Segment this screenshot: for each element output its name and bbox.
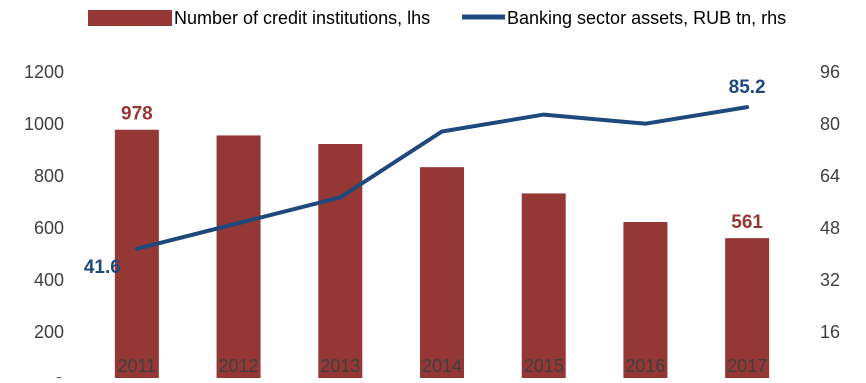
data-label-2011: 978	[121, 104, 153, 125]
x-axis-tick-label: 2013	[320, 356, 360, 376]
x-axis-tick-label: 2016	[625, 356, 665, 376]
x-axis-tick-label: 2011	[117, 356, 156, 376]
right-axis-tick-label: 80	[820, 114, 840, 134]
legend-line-label: Banking sector assets, RUB tn, rhs	[507, 8, 786, 28]
data-label-2017: 85.2	[729, 77, 766, 98]
left-axis: 0 200 400 600 800 1000 1200	[24, 62, 64, 378]
data-label-2017: 561	[731, 212, 763, 233]
x-axis-tick-label: 2014	[422, 356, 462, 376]
x-axis-tick-label: 2015	[524, 356, 564, 376]
legend: Number of credit institutions, lhs Bankin…	[88, 8, 786, 28]
bar-2012	[217, 135, 261, 378]
x-axis: 2011 2012 2013 2014 2015 2016 2017	[86, 356, 798, 378]
data-label-2011: 41.6	[84, 257, 121, 278]
right-axis-tick-label: 16	[820, 322, 840, 342]
left-axis-tick-label: 0	[54, 374, 64, 378]
right-axis-tick-label: -	[820, 374, 826, 378]
left-axis-tick-label: 800	[34, 166, 64, 186]
right-axis: - 16 32 48 64 80 96	[820, 62, 840, 378]
legend-bar-swatch	[88, 10, 172, 26]
left-axis-tick-label: 1000	[24, 114, 64, 134]
right-axis-tick-label: 48	[820, 218, 840, 238]
x-axis-tick-label: 2012	[219, 356, 259, 376]
legend-bar-label: Number of credit institutions, lhs	[174, 8, 430, 28]
bar-2013	[318, 144, 362, 378]
x-axis-tick-label: 2017	[727, 356, 767, 376]
bar-series	[115, 130, 769, 378]
left-axis-tick-label: 200	[34, 322, 64, 342]
left-axis-tick-label: 600	[34, 218, 64, 238]
right-axis-tick-label: 32	[820, 270, 840, 290]
right-axis-tick-label: 64	[820, 166, 840, 186]
bar-2011	[115, 130, 159, 378]
left-axis-tick-label: 1200	[24, 62, 64, 82]
left-axis-tick-label: 400	[34, 270, 64, 290]
bar-2015	[522, 193, 566, 378]
bar-2014	[420, 167, 464, 378]
bar-2016	[623, 222, 667, 378]
right-axis-tick-label: 96	[820, 62, 840, 82]
